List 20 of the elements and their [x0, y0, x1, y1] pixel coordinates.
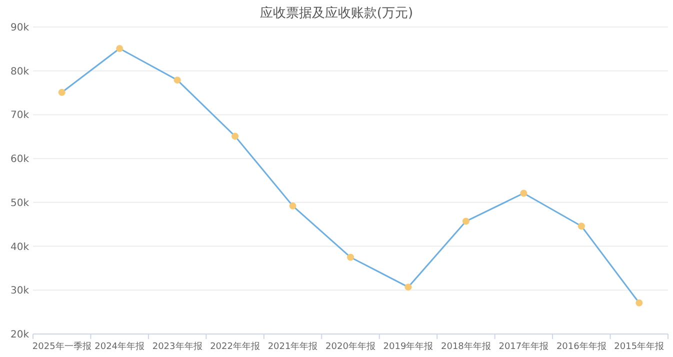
- x-tick-label: 2025年一季报: [32, 341, 92, 352]
- x-tick-label: 2016年年报: [556, 341, 606, 352]
- y-tick-label: 50k: [10, 198, 30, 209]
- y-tick-label: 70k: [10, 110, 30, 122]
- y-tick-label: 20k: [10, 330, 30, 340]
- y-tick-label: 30k: [10, 286, 30, 297]
- y-tick-label: 40k: [10, 242, 30, 253]
- chart-title: 应收票据及应收账款(万元): [260, 5, 414, 21]
- x-tick-label: 2021年年报: [268, 341, 318, 352]
- x-tick-label: 2022年年报: [210, 341, 260, 352]
- x-tick-label: 2019年年报: [383, 341, 434, 352]
- y-tick-label: 80k: [10, 66, 30, 78]
- x-tick-label: 2020年年报: [326, 341, 376, 352]
- x-tick-label: 2017年年报: [498, 341, 549, 352]
- x-tick-label: 2018年年报: [441, 341, 491, 352]
- x-tick-label: 2023年年报: [152, 341, 202, 352]
- x-tick-label: 2015年年报: [614, 341, 664, 352]
- x-tick-label: 2024年年报: [94, 341, 145, 352]
- y-tick-label: 90k: [10, 22, 30, 34]
- y-tick-label: 60k: [10, 154, 30, 166]
